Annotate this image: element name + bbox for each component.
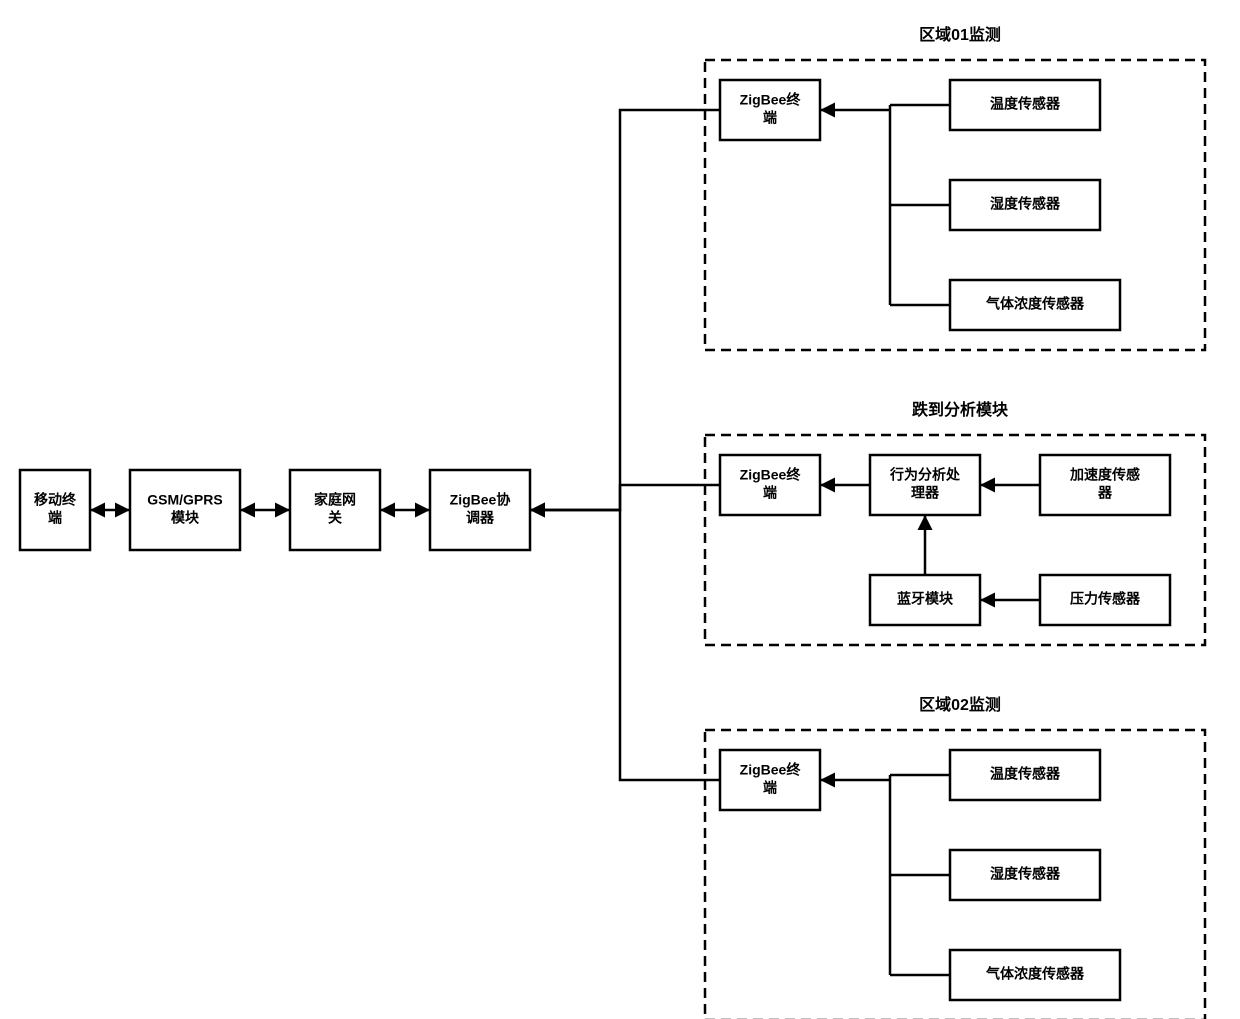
node-label-mobile-1: 端 [48,510,62,526]
node-label-mobile-0: 移动终 [34,492,77,508]
group-title-region01: 区域01监测 [919,25,1001,44]
node-label-gateway-1: 关 [328,510,342,526]
node-label-accel-1: 器 [1097,485,1113,501]
edge-zb_fall-coord [530,485,720,510]
node-s02_gas: 气体浓度传感器 [950,950,1120,1000]
node-label-zb02-1: 端 [763,780,777,796]
node-label-s02_hum-0: 湿度传感器 [990,866,1061,882]
node-label-bt-0: 蓝牙模块 [897,591,954,607]
node-coord: ZigBee协调器 [430,470,530,550]
node-label-behavior-1: 理器 [911,485,940,501]
node-s02_temp: 温度传感器 [950,750,1100,800]
node-label-behavior-0: 行为分析处 [889,467,961,483]
group-title-fall: 跌到分析模块 [912,400,1009,419]
node-label-coord-0: ZigBee协 [450,492,511,508]
node-label-zb_fall-0: ZigBee终 [740,467,802,483]
node-label-gsm-1: 模块 [171,510,200,526]
node-label-s01_temp-0: 温度传感器 [990,96,1061,112]
node-label-zb01-0: ZigBee终 [740,92,802,108]
node-label-s01_hum-0: 湿度传感器 [990,196,1061,212]
node-mobile: 移动终端 [20,470,90,550]
node-behavior: 行为分析处理器 [870,455,980,515]
node-s01_temp: 温度传感器 [950,80,1100,130]
node-label-gsm-0: GSM/GPRS [147,492,222,508]
node-label-gateway-0: 家庭网 [314,492,356,508]
node-label-zb01-1: 端 [763,110,777,126]
node-bt: 蓝牙模块 [870,575,980,625]
node-label-s01_gas-0: 气体浓度传感器 [985,296,1085,312]
edge-zb02-coord [530,510,720,780]
node-label-pressure-0: 压力传感器 [1070,591,1141,607]
node-accel: 加速度传感器 [1040,455,1170,515]
node-label-s02_temp-0: 温度传感器 [990,766,1061,782]
node-label-coord-1: 调器 [466,510,495,526]
node-label-s02_gas-0: 气体浓度传感器 [985,966,1085,982]
node-s01_gas: 气体浓度传感器 [950,280,1120,330]
edge-zb01-coord [530,110,720,510]
node-s01_hum: 湿度传感器 [950,180,1100,230]
node-zb02: ZigBee终端 [720,750,820,810]
node-label-accel-0: 加速度传感 [1069,467,1140,483]
node-label-zb_fall-1: 端 [763,485,777,501]
node-pressure: 压力传感器 [1040,575,1170,625]
node-s02_hum: 湿度传感器 [950,850,1100,900]
system-diagram: 区域01监测跌到分析模块区域02监测移动终端GSM/GPRS模块家庭网关ZigB… [0,0,1240,1019]
node-zb01: ZigBee终端 [720,80,820,140]
node-label-zb02-0: ZigBee终 [740,762,802,778]
node-zb_fall: ZigBee终端 [720,455,820,515]
group-title-region02: 区域02监测 [919,695,1001,714]
node-gateway: 家庭网关 [290,470,380,550]
node-gsm: GSM/GPRS 模块 [130,470,240,550]
